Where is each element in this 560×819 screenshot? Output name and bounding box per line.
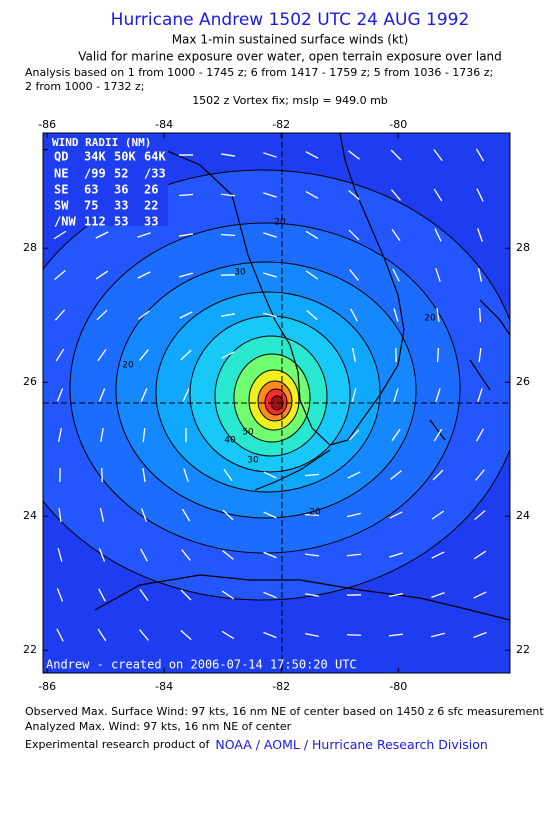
lat-label: 28 xyxy=(516,241,530,254)
radii-cell: 63 xyxy=(84,183,98,197)
radii-cell: 52 xyxy=(114,167,128,181)
radii-cell: 26 xyxy=(144,183,158,197)
wind-vector xyxy=(221,235,235,236)
org-link[interactable]: NOAA / AOML / Hurricane Research Divisio… xyxy=(215,737,487,752)
wind-vector xyxy=(102,468,103,482)
wind-vector xyxy=(438,348,439,362)
radii-cell: 75 xyxy=(84,199,98,213)
lat-label: 28 xyxy=(23,241,37,254)
lat-label: 26 xyxy=(23,375,37,388)
radii-cell: 36 xyxy=(114,183,128,197)
radii-cell: SW xyxy=(54,199,69,213)
lon-label: -86 xyxy=(38,680,56,693)
contour-label: 20 xyxy=(274,218,286,228)
contour-label: 50 xyxy=(242,428,254,438)
radii-cell: 33 xyxy=(144,215,158,229)
contour-label: 20 xyxy=(309,508,321,518)
lat-label: 22 xyxy=(23,643,37,656)
credit: Andrew - created on 2006-07-14 17:50:20 … xyxy=(46,658,357,672)
product: Experimental research product of NOAA / A… xyxy=(25,737,488,752)
radii-cell: /NW xyxy=(54,215,76,229)
radii-header: 64K xyxy=(144,150,166,164)
lat-label: 26 xyxy=(516,375,530,388)
contour-label: 30 xyxy=(247,456,259,466)
validity: Valid for marine exposure over water, op… xyxy=(78,50,502,64)
lon-label: -82 xyxy=(272,118,290,131)
title: Hurricane Andrew 1502 UTC 24 AUG 1992 xyxy=(111,10,470,30)
map-area: 20 20 20 30 30 40 50 20 WIND RADII (NM) QD 34K 50… xyxy=(2,133,522,673)
analysis-line: 2 from 1000 - 1732 z; xyxy=(25,80,145,93)
contour-label: 20 xyxy=(424,314,436,324)
lon-label: -82 xyxy=(272,680,290,693)
radii-cell: 53 xyxy=(114,215,128,229)
radii-cell: 112 xyxy=(84,215,106,229)
lon-label: -86 xyxy=(38,118,56,131)
lat-label: 24 xyxy=(516,509,530,522)
contour-label: 20 xyxy=(122,361,134,371)
radii-header: 50K xyxy=(114,150,136,164)
radii-cell: 33 xyxy=(114,199,128,213)
radii-cell: /99 xyxy=(84,167,106,181)
contours xyxy=(2,170,522,600)
vortex-fix: 1502 z Vortex fix; mslp = 949.0 mb xyxy=(192,94,388,107)
analysis-line: Analysis based on 1 from 1000 - 1745 z; … xyxy=(25,66,493,79)
radii-header: 34K xyxy=(84,150,106,164)
wind-vector xyxy=(480,308,481,322)
lon-label: -80 xyxy=(389,118,407,131)
lon-label: -80 xyxy=(389,680,407,693)
lat-label: 22 xyxy=(516,643,530,656)
contour-label: 30 xyxy=(234,268,246,278)
observed: Observed Max. Surface Wind: 97 kts, 16 n… xyxy=(25,705,544,718)
radii-cell: /33 xyxy=(144,167,166,181)
analyzed: Analyzed Max. Wind: 97 kts, 16 nm NE of … xyxy=(25,720,292,733)
lon-label: -84 xyxy=(155,680,173,693)
radii-cell: NE xyxy=(54,167,68,181)
subtitle: Max 1-min sustained surface winds (kt) xyxy=(172,33,409,47)
radii-cell: 22 xyxy=(144,199,158,213)
contour-label: 40 xyxy=(224,436,236,446)
radii-cell: SE xyxy=(54,183,68,197)
product-text: Experimental research product of xyxy=(25,738,210,751)
lon-label: -84 xyxy=(155,118,173,131)
radii-title: WIND RADII (NM) xyxy=(52,136,151,149)
lat-label: 24 xyxy=(23,509,37,522)
radii-header: QD xyxy=(54,150,68,164)
